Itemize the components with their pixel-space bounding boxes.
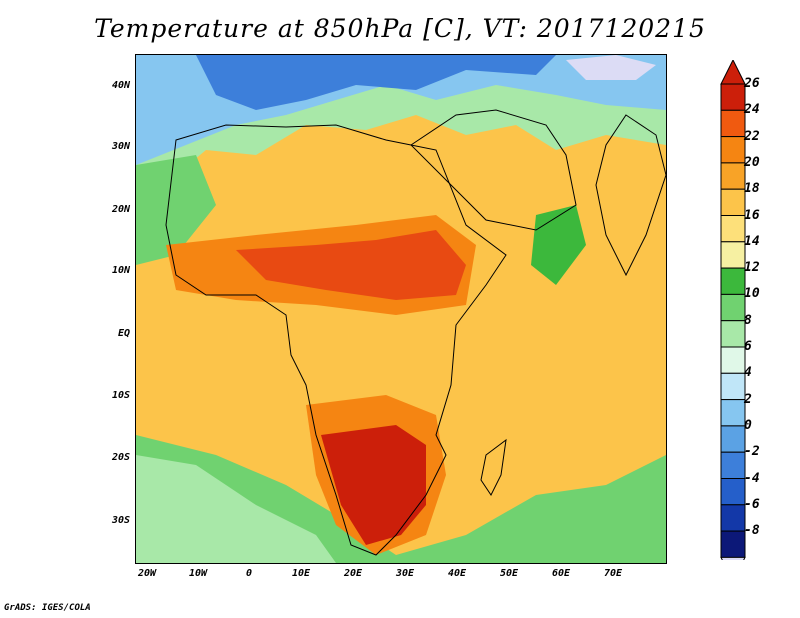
madagascar-outline <box>480 438 507 496</box>
colorbar-swatch <box>720 425 746 453</box>
colorbar-swatch <box>720 320 746 348</box>
colorbar-label: 2 <box>744 391 752 407</box>
lat-label-10n: 10N <box>111 265 130 276</box>
lat-label-10s: 10S <box>111 390 130 401</box>
deep-blue-north <box>196 55 556 110</box>
colorbar-label: -6 <box>744 496 760 512</box>
colorbar-label: 6 <box>744 339 752 354</box>
lon-label-50e: 50E <box>499 568 519 579</box>
temperature-map <box>136 55 666 563</box>
colorbar-swatch <box>720 451 746 480</box>
hot-core-south <box>321 425 426 545</box>
colorbar-label: -2 <box>744 444 760 460</box>
colorbar <box>720 60 746 560</box>
colorbar-label: 12 <box>744 260 760 276</box>
lon-label-40e: 40E <box>447 568 467 579</box>
lon-label-10w: 10W <box>188 568 208 579</box>
colorbar-label: 8 <box>744 312 752 328</box>
colorbar-label: 16 <box>744 207 760 223</box>
africa-outline <box>165 124 507 556</box>
lat-label-20n: 20N <box>111 204 130 215</box>
colorbar-swatch <box>720 109 746 138</box>
credit-text: GrADS: IGES/COLA <box>4 603 91 613</box>
colorbar-swatch <box>720 267 746 295</box>
colorbar-swatch <box>720 372 746 401</box>
colorbar-swatch <box>720 241 746 269</box>
colorbar-top-arrow <box>720 60 746 85</box>
colorbar-swatch <box>720 346 746 374</box>
colorbar-swatch <box>720 478 746 506</box>
colorbar-label: 10 <box>744 286 760 302</box>
colorbar-swatch <box>720 504 746 532</box>
colorbar-label: 26 <box>744 76 760 91</box>
lat-label-40n: 40N <box>111 80 130 91</box>
colorbar-swatch <box>720 293 746 322</box>
lat-label-20s: 20S <box>111 452 130 463</box>
colorbar-label: 18 <box>744 181 760 197</box>
lon-label-30e: 30E <box>395 568 415 579</box>
cyan-band-sw <box>136 455 336 563</box>
colorbar-swatch <box>720 530 746 558</box>
colorbar-label: -4 <box>744 470 760 486</box>
colorbar-label: 0 <box>744 417 752 433</box>
colorbar-label: 4 <box>744 365 752 381</box>
map-panel <box>135 54 667 564</box>
lon-label-60e: 60E <box>551 568 571 579</box>
green-west <box>136 155 216 265</box>
colorbar-label: -8 <box>744 523 760 539</box>
lon-label-70e: 70E <box>603 568 623 579</box>
colorbar-swatch <box>720 399 746 427</box>
lon-label-0: 0 <box>245 568 253 579</box>
lon-label-10e: 10E <box>291 568 311 579</box>
colorbar-label: 24 <box>744 102 760 118</box>
lat-label-eq: EQ <box>117 328 130 339</box>
lon-label-20e: 20E <box>343 568 363 579</box>
colorbar-swatch <box>720 162 746 190</box>
colorbar-bottom-arrow <box>720 556 746 560</box>
arabia-outline <box>410 109 577 231</box>
colorbar-label: 20 <box>744 154 760 170</box>
lat-label-30n: 30N <box>111 141 130 152</box>
chart-title: Temperature at 850hPa [C], VT: 201712021… <box>94 14 706 43</box>
colorbar-swatch <box>720 83 746 111</box>
colorbar-label: 14 <box>744 233 760 249</box>
hot-core-sahel <box>236 230 466 300</box>
lat-label-30s: 30S <box>111 515 130 526</box>
colorbar-swatch <box>720 215 746 243</box>
india-outline <box>595 114 666 277</box>
lon-label-20w: 20W <box>137 568 157 579</box>
colorbar-swatch <box>720 136 746 164</box>
colorbar-label: 22 <box>744 128 760 144</box>
colorbar-swatch <box>720 188 746 216</box>
cold-spot-ne <box>566 55 656 80</box>
